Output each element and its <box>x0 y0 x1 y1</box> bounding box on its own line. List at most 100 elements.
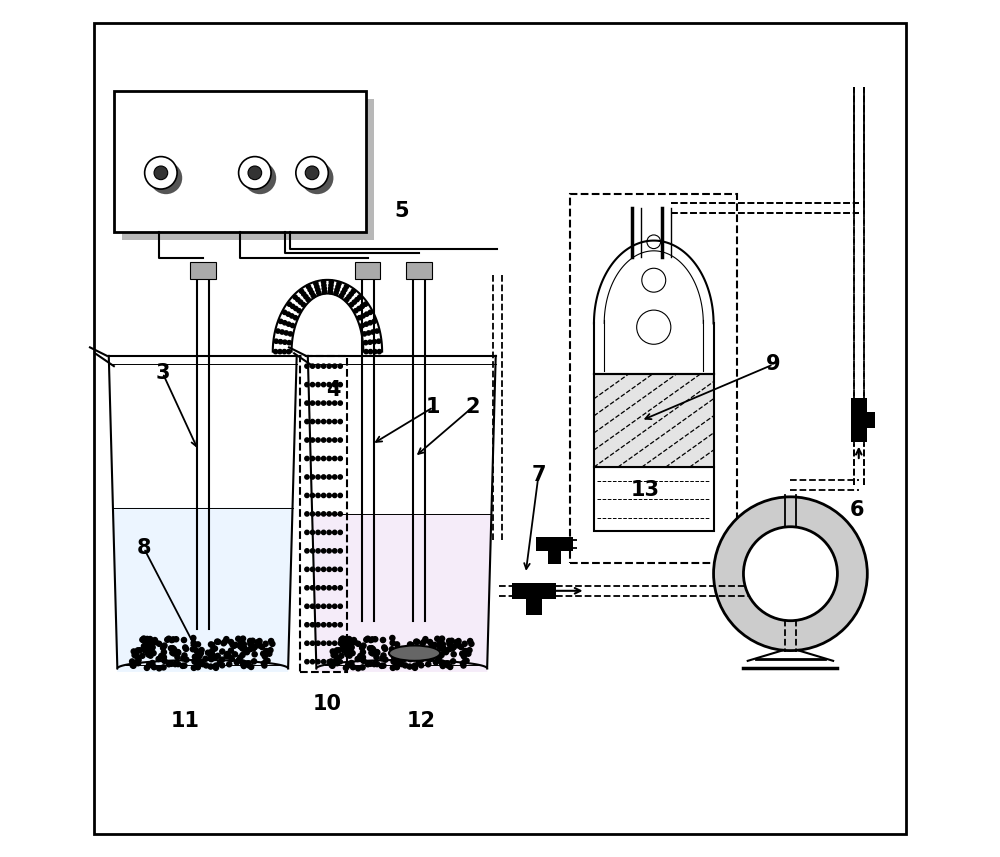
Circle shape <box>168 645 174 650</box>
Circle shape <box>321 660 326 664</box>
Circle shape <box>135 655 140 660</box>
Circle shape <box>348 641 353 645</box>
Bar <box>536 537 573 550</box>
Circle shape <box>468 638 473 644</box>
Circle shape <box>360 304 364 309</box>
Circle shape <box>345 651 351 656</box>
Circle shape <box>173 662 178 667</box>
Circle shape <box>152 638 157 643</box>
Circle shape <box>390 635 395 640</box>
Circle shape <box>351 289 356 293</box>
Circle shape <box>161 645 166 650</box>
Circle shape <box>236 636 241 641</box>
Circle shape <box>383 646 388 651</box>
Circle shape <box>350 664 356 669</box>
Circle shape <box>305 660 309 664</box>
Circle shape <box>310 512 315 516</box>
Circle shape <box>306 297 310 302</box>
Circle shape <box>371 330 375 334</box>
Circle shape <box>310 604 315 608</box>
Circle shape <box>145 637 150 642</box>
Circle shape <box>344 650 349 656</box>
Circle shape <box>297 309 301 313</box>
Circle shape <box>360 665 365 670</box>
Circle shape <box>241 644 246 649</box>
Circle shape <box>343 665 348 670</box>
Circle shape <box>146 651 152 656</box>
Circle shape <box>316 419 320 423</box>
Circle shape <box>407 664 412 669</box>
Circle shape <box>143 638 148 643</box>
Circle shape <box>191 665 196 670</box>
Circle shape <box>358 653 363 658</box>
Circle shape <box>349 303 354 307</box>
Circle shape <box>431 652 437 657</box>
Circle shape <box>327 364 331 369</box>
Circle shape <box>361 314 365 318</box>
Circle shape <box>456 638 461 644</box>
Circle shape <box>342 648 347 653</box>
Circle shape <box>365 662 370 667</box>
Circle shape <box>321 604 326 608</box>
Text: 12: 12 <box>407 710 436 731</box>
Circle shape <box>374 650 379 655</box>
Circle shape <box>257 643 262 648</box>
Circle shape <box>374 655 379 660</box>
Circle shape <box>333 401 337 405</box>
Circle shape <box>347 653 352 658</box>
Text: 11: 11 <box>171 710 200 731</box>
Circle shape <box>402 656 407 662</box>
Circle shape <box>147 662 152 668</box>
Circle shape <box>393 660 398 665</box>
Circle shape <box>219 657 225 662</box>
Circle shape <box>191 635 196 640</box>
Circle shape <box>282 310 287 315</box>
Circle shape <box>210 649 215 654</box>
Ellipse shape <box>150 162 182 195</box>
Circle shape <box>334 291 338 295</box>
Text: 13: 13 <box>631 480 660 500</box>
Circle shape <box>169 662 174 667</box>
Circle shape <box>397 650 402 656</box>
Circle shape <box>310 419 315 423</box>
Circle shape <box>196 658 201 662</box>
Circle shape <box>142 638 147 644</box>
Circle shape <box>143 645 148 650</box>
Bar <box>594 375 714 467</box>
Circle shape <box>451 651 456 656</box>
Circle shape <box>333 475 337 479</box>
Circle shape <box>299 289 304 293</box>
Circle shape <box>327 494 331 498</box>
Circle shape <box>462 641 467 646</box>
Circle shape <box>136 657 141 662</box>
Circle shape <box>409 649 414 654</box>
Circle shape <box>357 315 362 320</box>
Circle shape <box>408 656 413 662</box>
Circle shape <box>231 644 237 649</box>
Circle shape <box>461 663 466 668</box>
Circle shape <box>276 329 280 333</box>
Circle shape <box>454 640 459 645</box>
Circle shape <box>347 662 352 668</box>
Circle shape <box>367 645 373 650</box>
Circle shape <box>370 651 375 656</box>
Circle shape <box>396 653 401 658</box>
Circle shape <box>377 350 381 354</box>
Circle shape <box>338 382 342 387</box>
Circle shape <box>212 646 218 651</box>
Circle shape <box>141 636 146 641</box>
Circle shape <box>365 636 370 641</box>
Circle shape <box>338 364 342 369</box>
Circle shape <box>316 438 320 442</box>
Circle shape <box>395 660 400 665</box>
Circle shape <box>170 650 175 656</box>
Circle shape <box>419 649 424 654</box>
Circle shape <box>321 567 326 572</box>
Circle shape <box>321 280 326 285</box>
Circle shape <box>222 639 227 644</box>
Circle shape <box>227 662 232 667</box>
Circle shape <box>316 548 320 553</box>
Circle shape <box>268 648 273 653</box>
Circle shape <box>310 438 315 442</box>
Circle shape <box>230 642 235 647</box>
